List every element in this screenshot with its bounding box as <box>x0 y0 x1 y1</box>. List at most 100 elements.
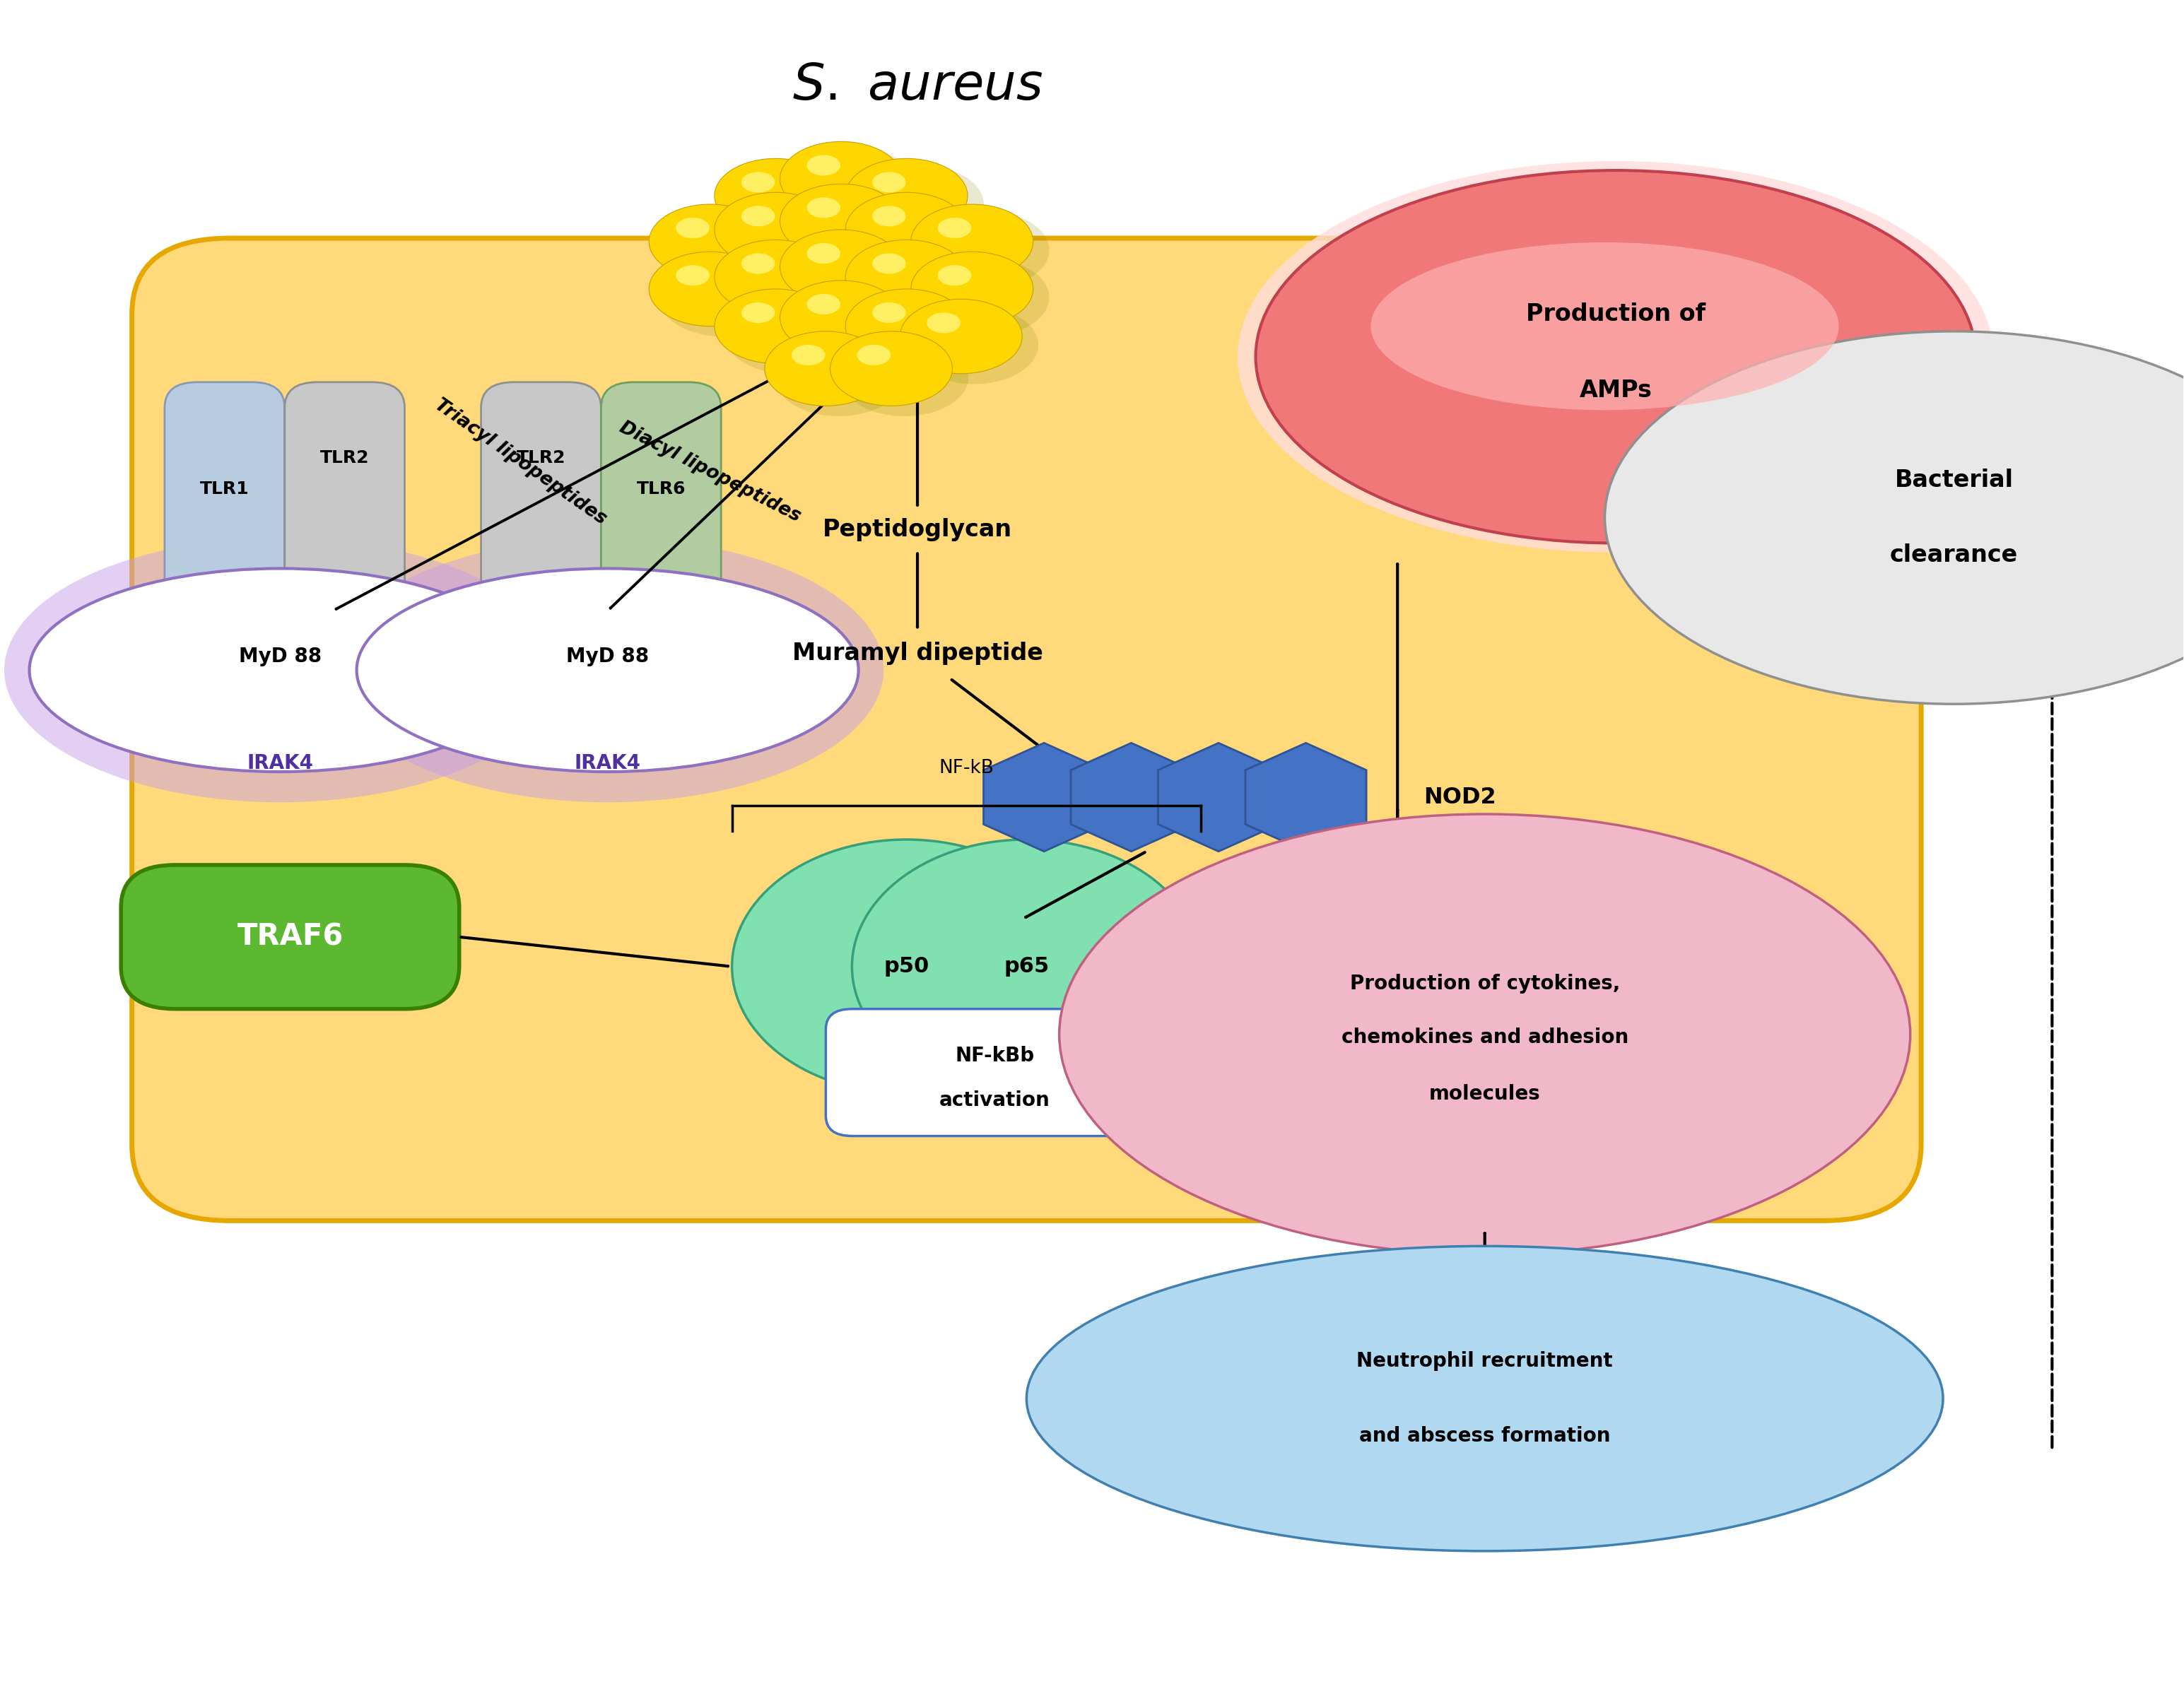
Text: AMPs: AMPs <box>1579 378 1651 402</box>
Ellipse shape <box>714 288 836 363</box>
Text: $\bf{\it{S.\ aureus}}$: $\bf{\it{S.\ aureus}}$ <box>793 61 1042 110</box>
Ellipse shape <box>922 210 1048 288</box>
Ellipse shape <box>911 305 1037 383</box>
Ellipse shape <box>740 171 775 192</box>
FancyBboxPatch shape <box>826 1009 1164 1136</box>
Ellipse shape <box>1059 814 1911 1255</box>
Ellipse shape <box>780 141 902 215</box>
Text: p65: p65 <box>1005 957 1048 977</box>
Ellipse shape <box>856 344 891 365</box>
Ellipse shape <box>28 568 531 772</box>
Text: Production of: Production of <box>1527 302 1706 326</box>
Ellipse shape <box>780 280 902 354</box>
Ellipse shape <box>675 265 710 285</box>
Ellipse shape <box>4 538 557 802</box>
Ellipse shape <box>1026 1247 1944 1552</box>
Ellipse shape <box>1256 170 1977 543</box>
Ellipse shape <box>911 251 1033 326</box>
Ellipse shape <box>845 192 968 266</box>
Ellipse shape <box>937 217 972 237</box>
Ellipse shape <box>871 205 906 226</box>
Ellipse shape <box>806 154 841 176</box>
FancyBboxPatch shape <box>284 382 404 619</box>
Ellipse shape <box>725 295 852 373</box>
Ellipse shape <box>332 538 885 802</box>
Text: Diacyl lipopeptides: Diacyl lipopeptides <box>616 419 804 526</box>
Ellipse shape <box>856 198 983 276</box>
Ellipse shape <box>871 302 906 322</box>
Ellipse shape <box>871 171 906 192</box>
FancyBboxPatch shape <box>164 382 284 619</box>
Ellipse shape <box>806 293 841 314</box>
Ellipse shape <box>649 204 771 278</box>
Text: NF-kB: NF-kB <box>939 760 994 777</box>
Ellipse shape <box>845 158 968 232</box>
FancyBboxPatch shape <box>120 865 459 1009</box>
Text: chemokines and adhesion: chemokines and adhesion <box>1341 1028 1629 1048</box>
Text: Neutrophil recruitment: Neutrophil recruitment <box>1356 1352 1614 1370</box>
Ellipse shape <box>852 840 1201 1094</box>
Ellipse shape <box>660 258 788 336</box>
Text: Muramyl dipeptide: Muramyl dipeptide <box>793 641 1042 665</box>
Ellipse shape <box>675 217 710 237</box>
Text: MyD 88: MyD 88 <box>566 646 649 667</box>
Ellipse shape <box>911 204 1033 278</box>
Text: molecules: molecules <box>1428 1084 1540 1104</box>
Ellipse shape <box>740 205 775 226</box>
Ellipse shape <box>845 288 968 363</box>
Ellipse shape <box>791 236 917 314</box>
Ellipse shape <box>791 344 826 365</box>
Ellipse shape <box>926 312 961 332</box>
Ellipse shape <box>764 331 887 405</box>
Ellipse shape <box>714 239 836 314</box>
Ellipse shape <box>791 148 917 227</box>
Ellipse shape <box>841 338 968 416</box>
Text: Production of cytokines,: Production of cytokines, <box>1350 974 1621 994</box>
Ellipse shape <box>714 158 836 232</box>
Ellipse shape <box>740 302 775 322</box>
Ellipse shape <box>356 568 858 772</box>
FancyBboxPatch shape <box>601 382 721 619</box>
Ellipse shape <box>1605 331 2184 704</box>
Ellipse shape <box>714 192 836 266</box>
Text: MyD 88: MyD 88 <box>238 646 321 667</box>
Ellipse shape <box>806 243 841 263</box>
Text: TLR2: TLR2 <box>321 449 369 466</box>
Text: TLR1: TLR1 <box>201 480 249 497</box>
Ellipse shape <box>725 165 852 244</box>
Ellipse shape <box>791 190 917 268</box>
Text: TRAF6: TRAF6 <box>236 923 343 951</box>
Ellipse shape <box>845 239 968 314</box>
Ellipse shape <box>856 165 983 244</box>
Ellipse shape <box>937 265 972 285</box>
Text: TLR2: TLR2 <box>515 449 566 466</box>
Text: clearance: clearance <box>1889 543 2018 566</box>
Ellipse shape <box>660 210 788 288</box>
Ellipse shape <box>780 183 902 258</box>
Ellipse shape <box>780 229 902 304</box>
FancyBboxPatch shape <box>480 382 601 619</box>
Ellipse shape <box>649 251 771 326</box>
Text: TLR6: TLR6 <box>636 480 686 497</box>
Text: Triacyl lipopeptides: Triacyl lipopeptides <box>430 395 609 527</box>
Ellipse shape <box>725 246 852 324</box>
Text: Peptidoglycan: Peptidoglycan <box>823 517 1011 541</box>
Ellipse shape <box>775 338 902 416</box>
Ellipse shape <box>922 258 1048 336</box>
Ellipse shape <box>732 840 1081 1094</box>
Ellipse shape <box>856 246 983 324</box>
Text: IRAK4: IRAK4 <box>574 753 640 773</box>
Ellipse shape <box>725 198 852 276</box>
Text: activation: activation <box>939 1091 1051 1111</box>
Ellipse shape <box>900 298 1022 373</box>
Ellipse shape <box>856 295 983 373</box>
FancyBboxPatch shape <box>131 237 1922 1221</box>
Text: NOD2: NOD2 <box>1424 787 1496 807</box>
Ellipse shape <box>791 287 917 365</box>
Text: and abscess formation: and abscess formation <box>1358 1426 1610 1445</box>
Ellipse shape <box>830 331 952 405</box>
Ellipse shape <box>1238 161 1994 553</box>
Text: p50: p50 <box>885 957 928 977</box>
Text: Bacterial: Bacterial <box>1894 468 2014 492</box>
Ellipse shape <box>740 253 775 273</box>
